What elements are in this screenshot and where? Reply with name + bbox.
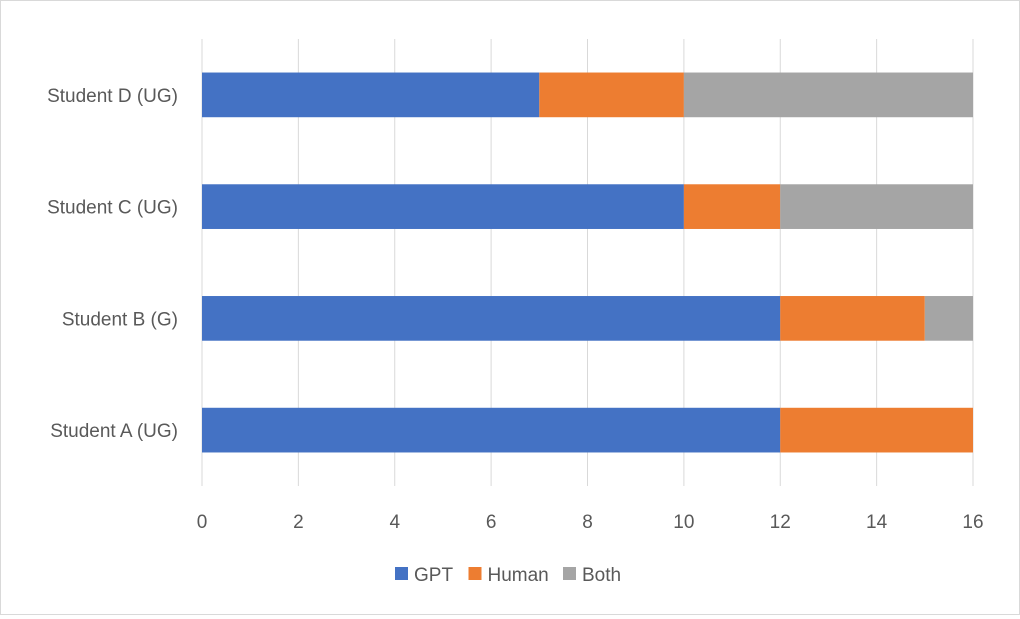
bar-gpt-2 xyxy=(202,296,781,341)
bar-human-3 xyxy=(683,184,781,229)
category-label: Student B (G) xyxy=(62,309,178,330)
x-tick-label: 8 xyxy=(582,512,593,533)
category-labels: Student A (UG) Student B (G) Student C (UG… xyxy=(47,86,178,442)
legend: GPT Human Both xyxy=(395,565,621,586)
bar-both-2 xyxy=(924,296,973,341)
bar-both-4 xyxy=(683,72,973,118)
bar-human-4 xyxy=(539,72,684,118)
bar-gpt-3 xyxy=(202,184,684,229)
x-tick-label: 16 xyxy=(962,512,983,533)
x-tick-label: 4 xyxy=(389,512,400,533)
category-label: Student A (UG) xyxy=(50,421,178,442)
x-tick-label: 2 xyxy=(293,512,304,533)
x-tick-label: 12 xyxy=(770,512,791,533)
legend-swatch-gpt xyxy=(395,567,408,580)
x-tick-label: 0 xyxy=(197,512,208,533)
bar-gpt-4 xyxy=(202,72,540,118)
bar-gpt-1 xyxy=(202,407,781,453)
x-tick-labels: 0 2 4 6 8 10 12 14 16 xyxy=(197,512,984,533)
bar-human-2 xyxy=(780,296,925,341)
legend-label-both: Both xyxy=(582,565,621,586)
legend-label-human: Human xyxy=(488,565,549,586)
legend-label-gpt: GPT xyxy=(414,565,453,586)
bar-human-1 xyxy=(780,407,973,453)
x-tick-label: 14 xyxy=(866,512,888,533)
category-label: Student D (UG) xyxy=(47,86,178,107)
x-tick-label: 6 xyxy=(486,512,497,533)
legend-swatch-both xyxy=(563,567,576,580)
x-tick-label: 10 xyxy=(673,512,694,533)
category-label: Student C (UG) xyxy=(47,198,178,219)
bars xyxy=(202,72,973,453)
legend-swatch-human xyxy=(468,567,482,580)
bar-both-3 xyxy=(780,184,973,229)
